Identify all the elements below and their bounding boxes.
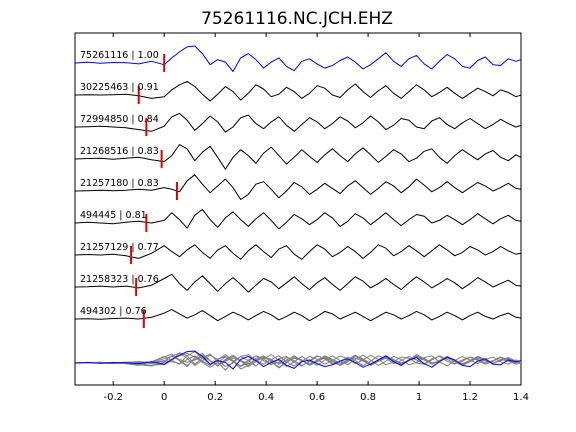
trace-label-8: 494302 | 0.76 [80, 306, 147, 317]
chart-title: 75261116.NC.JCH.EHZ [201, 9, 393, 29]
trace-label-1: 30225463 | 0.91 [80, 82, 159, 93]
trace-label-0: 75261116 | 1.00 [80, 50, 159, 61]
trace-line-7 [74, 273, 522, 293]
trace-label-3: 21268516 | 0.83 [80, 146, 159, 157]
trace-label-2: 72994850 | 0.84 [80, 114, 159, 125]
axes-frame [74, 32, 522, 386]
trace-line-5 [74, 208, 522, 230]
overlay-trace-1 [74, 352, 522, 368]
trace-line-0 [74, 45, 522, 72]
trace-line-1 [74, 80, 522, 102]
trace-label-6: 21257129 | 0.77 [80, 242, 159, 253]
trace-label-5: 494445 | 0.81 [80, 210, 147, 221]
x-tick-label-4: 0.6 [309, 392, 325, 403]
overlay-trace-6 [74, 355, 522, 367]
x-tick-label-2: 0.2 [207, 392, 223, 403]
x-tick-label-0: -0.2 [103, 392, 123, 403]
x-tick-label-1: 0 [161, 392, 167, 403]
x-axis: -0.2 0 0.2 0.4 0.6 0.8 1 1.2 1.4 [103, 33, 529, 403]
x-tick-label-5: 0.8 [360, 392, 376, 403]
trace-line-4 [74, 174, 522, 200]
x-tick-label-8: 1.4 [513, 392, 529, 403]
trace-line-3 [74, 144, 522, 170]
overlay-trace-0 [74, 350, 522, 370]
trace-line-8 [74, 309, 522, 322]
trace-label-7: 21258323 | 0.76 [80, 274, 159, 285]
x-tick-label-6: 1 [416, 392, 422, 403]
trace-line-2 [74, 112, 522, 133]
trace-label-4: 21257180 | 0.83 [80, 178, 159, 189]
x-tick-label-7: 1.2 [462, 392, 478, 403]
trace-line-6 [74, 244, 522, 260]
x-tick-label-3: 0.4 [258, 392, 274, 403]
plot-area: 75261116 | 1.00 30225463 | 0.91 72994850 |… [74, 45, 522, 371]
